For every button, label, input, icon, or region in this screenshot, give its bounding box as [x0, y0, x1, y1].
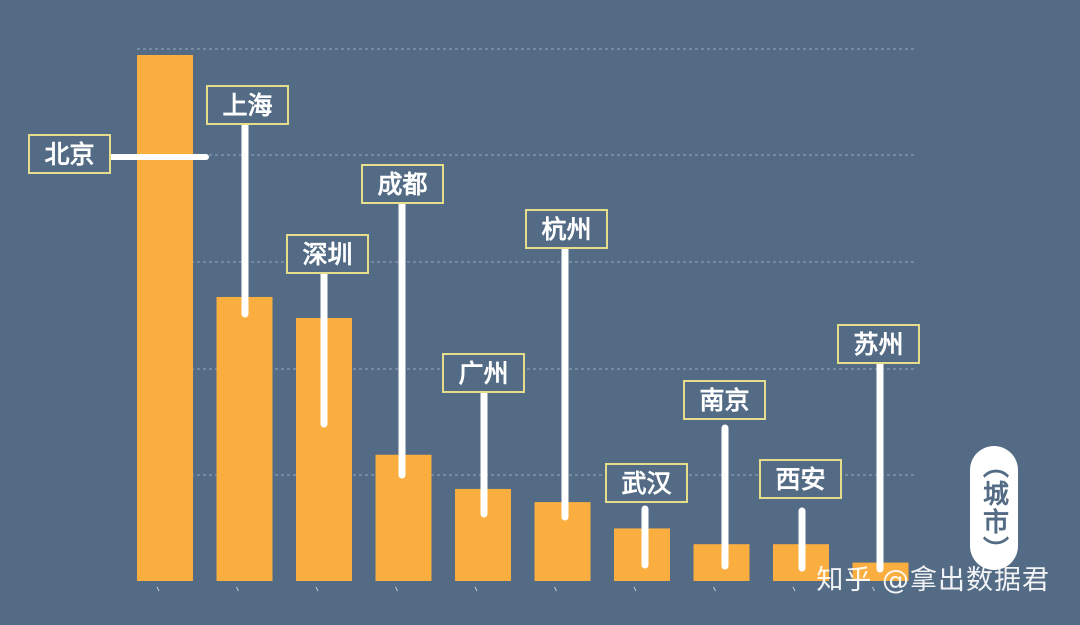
x-tick-5: [554, 586, 557, 592]
label-box-5: [525, 209, 608, 249]
label-box-6: [605, 463, 688, 503]
x-tick-4: [474, 586, 478, 592]
x-axis-label: （城市）: [970, 446, 1018, 570]
bar-0: [137, 55, 193, 581]
label-box-4: [442, 353, 525, 393]
category-label-3: 成都: [377, 170, 427, 199]
label-box-8: [759, 459, 842, 499]
watermark: 知乎 @拿出数据君: [816, 565, 1050, 596]
bars: [137, 55, 909, 581]
x-tick-1: [236, 586, 239, 592]
label-box-3: [361, 164, 444, 204]
label-box-2: [286, 234, 369, 274]
x-tick-2: [315, 586, 319, 592]
label-box-0: [28, 134, 111, 174]
x-ticks: [156, 586, 875, 592]
x-tick-6: [633, 586, 637, 592]
category-label-0: 北京: [44, 140, 94, 169]
x-tick-3: [395, 586, 398, 592]
category-label-2: 深圳: [302, 240, 352, 269]
category-label-7: 南京: [699, 386, 749, 415]
category-label-4: 广州: [458, 359, 508, 388]
label-box-1: [206, 85, 289, 125]
label-box-9: [837, 324, 920, 364]
bar-1: [216, 296, 273, 581]
x-tick-8: [792, 586, 796, 592]
category-label-5: 杭州: [541, 215, 591, 244]
category-label-6: 武汉: [621, 469, 672, 498]
x-tick-0: [156, 586, 160, 592]
leader-lines: [107, 114, 884, 573]
x-axis-label-text: （城市）: [978, 452, 1009, 564]
category-label-8: 西安: [775, 465, 825, 494]
category-label-9: 苏州: [853, 330, 903, 359]
label-box-7: [683, 380, 766, 420]
category-label-1: 上海: [222, 91, 272, 120]
x-tick-7: [713, 586, 716, 592]
x-tick-9: [872, 586, 875, 592]
